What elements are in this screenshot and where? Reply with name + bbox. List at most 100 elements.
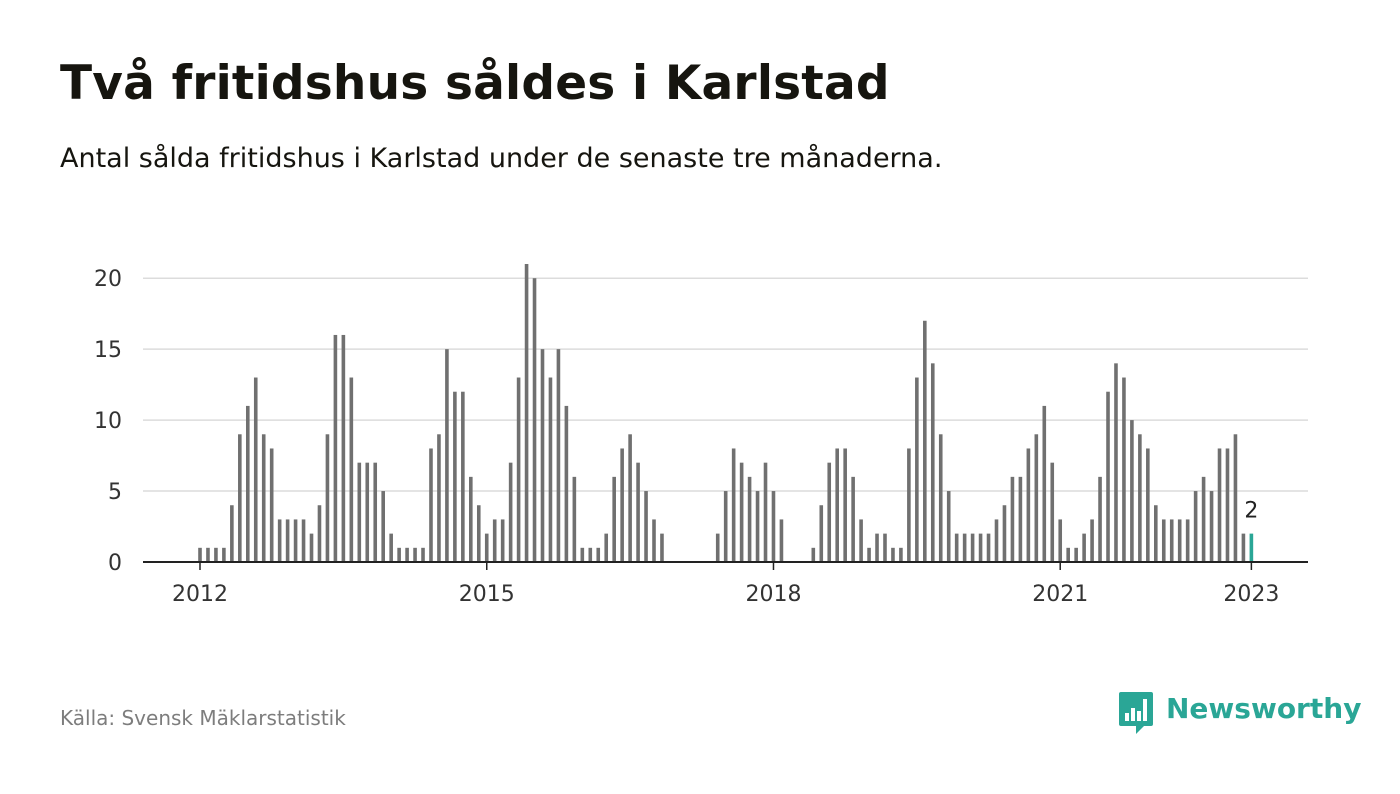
bar (1090, 519, 1094, 562)
bar (253, 377, 258, 562)
bar (1034, 434, 1039, 562)
bar (835, 448, 839, 562)
bar (413, 547, 417, 562)
bar (644, 491, 648, 562)
bar (612, 476, 616, 562)
bar (453, 391, 457, 562)
bar (978, 533, 983, 562)
x-tick-label: 2018 (745, 582, 801, 607)
bar (214, 547, 218, 562)
bar (421, 547, 425, 562)
bar (596, 547, 601, 562)
y-tick-label: 15 (94, 338, 122, 363)
bar (1241, 533, 1246, 562)
bar (620, 448, 624, 562)
bar (946, 491, 951, 562)
brand-name: Newsworthy (1166, 691, 1362, 725)
bar (333, 334, 338, 562)
bar (198, 547, 202, 562)
bar (1002, 505, 1007, 562)
bar (604, 533, 609, 562)
bar (1217, 448, 1222, 562)
bar (1209, 491, 1214, 562)
y-tick-label: 0 (108, 551, 122, 576)
bar (915, 377, 919, 562)
chart-subtitle: Antal sålda fritidshus i Karlstad under … (60, 143, 943, 174)
bar (938, 434, 943, 562)
bar (381, 491, 385, 562)
bar (1138, 434, 1142, 562)
gridlines: 0 5 10 15 20 (94, 267, 1308, 576)
bar (437, 434, 441, 562)
bar (899, 547, 903, 562)
bar (564, 405, 569, 562)
bar (851, 476, 855, 562)
bar (341, 334, 346, 562)
bar (1066, 547, 1070, 562)
bar (365, 462, 370, 562)
bar (1106, 391, 1110, 562)
bar (469, 476, 473, 562)
bar (349, 377, 354, 562)
x-tick-label: 2012 (172, 582, 228, 607)
bar (930, 363, 935, 562)
y-tick-label: 5 (108, 480, 122, 505)
bar (771, 491, 776, 562)
bar (1074, 547, 1078, 562)
bar (652, 519, 656, 562)
source-note: Källa: Svensk Mäklarstatistik (60, 706, 346, 730)
bar (1042, 405, 1047, 562)
newsworthy-logo[interactable]: Newsworthy (1118, 690, 1361, 736)
bar (572, 476, 577, 562)
bar (548, 377, 553, 562)
bar-highlight (1249, 533, 1254, 562)
bar (859, 519, 863, 562)
bar (843, 448, 847, 562)
bar (285, 519, 290, 562)
bar-series (198, 264, 1254, 562)
bar (373, 462, 378, 562)
data-labels: 2 (1244, 499, 1258, 524)
y-tick-label: 20 (94, 267, 122, 292)
bar (1082, 533, 1086, 562)
bar (994, 519, 999, 562)
bar (755, 491, 760, 562)
bar (763, 462, 768, 562)
bar (317, 505, 322, 562)
bar (1050, 462, 1055, 562)
chart-title: Två fritidshus såldes i Karlstad (60, 56, 890, 111)
bar (954, 533, 959, 562)
bar (269, 448, 274, 562)
bar (325, 434, 330, 562)
bar (779, 519, 784, 562)
bar-chart-speech-bubble-icon (1119, 692, 1153, 734)
bar (1130, 420, 1134, 562)
x-tick-label: 2023 (1223, 582, 1279, 607)
bar (1225, 448, 1230, 562)
bar (819, 505, 824, 562)
bar (986, 533, 991, 562)
bar (261, 434, 266, 562)
bar (540, 349, 545, 562)
bar (1169, 519, 1174, 562)
bar (1154, 505, 1158, 562)
bar (731, 448, 736, 562)
bar (1122, 377, 1126, 562)
bar (891, 547, 895, 562)
highlight-data-label: 2 (1244, 499, 1258, 524)
bar (476, 505, 481, 562)
bar (532, 278, 537, 562)
bar (222, 547, 226, 562)
bar (230, 505, 234, 562)
axes: 2012 2015 2018 2021 2023 (143, 561, 1308, 607)
bar (723, 491, 728, 562)
bar (962, 533, 967, 562)
bar (867, 547, 871, 562)
bar (461, 391, 465, 562)
bar (827, 462, 832, 562)
bar (1098, 476, 1102, 562)
bar (636, 462, 640, 562)
x-tick-label: 2015 (459, 582, 515, 607)
bar (660, 533, 664, 562)
